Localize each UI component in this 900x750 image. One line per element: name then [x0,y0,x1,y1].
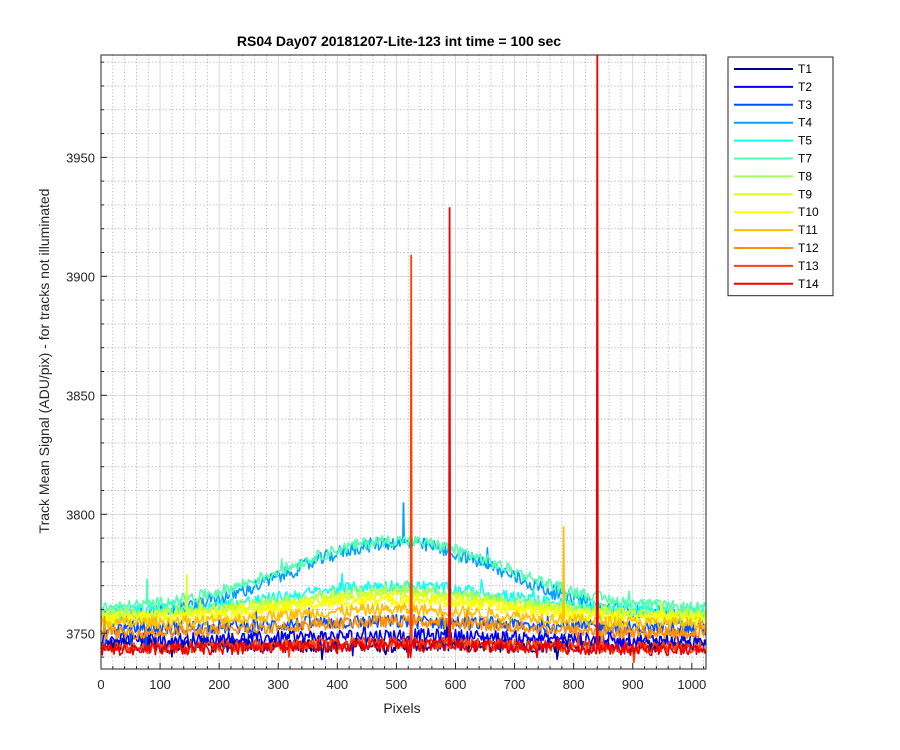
legend-label: T13 [798,259,819,273]
series-line-t7 [100,535,707,615]
plot-area [101,55,706,669]
legend-label: T11 [798,223,818,237]
legend-label: T7 [798,152,812,166]
x-tick-label: 700 [504,677,526,692]
y-axis-title: Track Mean Signal (ADU/pix) - for tracks… [36,189,52,534]
series-line-t14 [100,637,707,659]
series-line-t12 [100,609,707,650]
plot-frame [100,54,707,670]
series-spike-t13 [409,254,413,643]
y-tick-label: 3750 [66,626,95,641]
grid [101,55,706,669]
x-tick-label: 600 [445,677,467,692]
x-tick-label: 900 [622,677,644,692]
series-spike-t14 [448,207,452,646]
legend-label: T9 [798,187,812,201]
series-spike-t7 [145,578,149,605]
legend: T1 T2 T3 T4 T5 T7 T8 T9 T10 T11 T12 T13 T14 [727,56,834,297]
legend-label: T1 [798,62,812,76]
x-axis: 0 100 200 300 400 500 600 700 800 900 1000 [97,663,706,692]
y-tick-label: 3900 [66,269,95,284]
x-tick-label: 300 [267,677,289,692]
x-tick-label: 0 [97,677,104,692]
legend-label: T3 [798,98,812,112]
legend-label: T2 [798,80,812,94]
legend-label: T12 [798,241,819,255]
series-spike-t4 [486,565,490,570]
y-axis: 3750 3800 3850 3900 3950 [66,61,107,658]
series-group [100,54,707,664]
x-tick-label: 400 [326,677,348,692]
series-spike-t14 [595,54,599,650]
y-tick-label: 3950 [66,150,95,165]
legend-label: T14 [798,277,819,291]
legend-label: T4 [798,116,812,130]
y-tick-label: 3850 [66,388,95,403]
x-axis-title: Pixels [383,700,420,716]
legend-label: T10 [798,205,819,219]
series-line-t2 [100,618,707,657]
legend-label: T8 [798,169,812,183]
series-spike-t4 [402,502,405,544]
series-spike-t9 [185,573,189,614]
x-tick-label: 500 [386,677,408,692]
legend-label: T5 [798,134,812,148]
x-tick-label: 200 [208,677,230,692]
series-line-t11 [100,602,707,639]
x-tick-label: 800 [563,677,585,692]
x-tick-label: 1000 [677,677,706,692]
series-spike-t11 [562,526,566,620]
series-line-t8 [100,580,707,621]
chart-title: RS04 Day07 20181207-Lite-123 int time = … [237,33,561,49]
x-tick-label: 100 [149,677,171,692]
y-tick-label: 3800 [66,507,95,522]
